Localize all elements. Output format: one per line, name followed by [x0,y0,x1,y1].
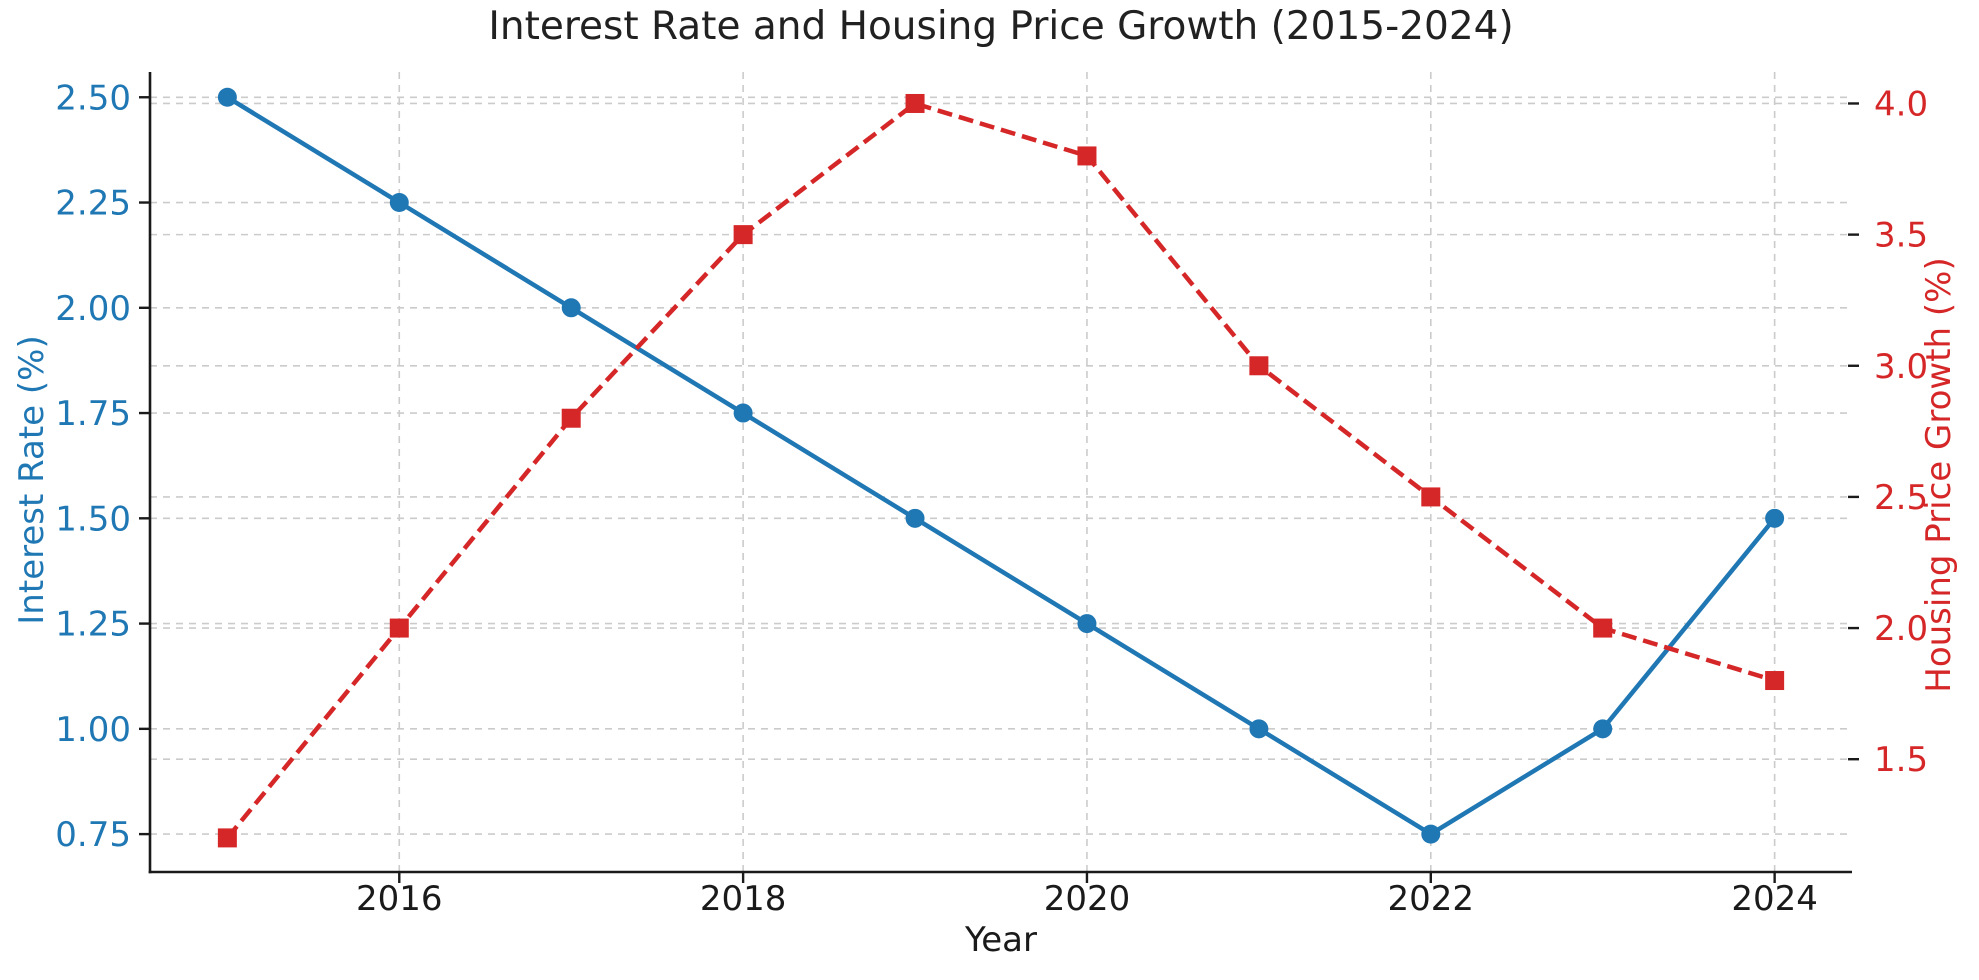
left-y-tick-label: 1.25 [55,605,131,645]
data-point-square-marker [733,225,753,245]
data-point-circle-marker [1077,614,1097,634]
right-y-tick-label: 4.0 [1874,84,1928,124]
data-point-square-marker [1249,356,1269,376]
data-point-circle-marker [733,403,753,423]
data-point-circle-marker [561,298,581,318]
x-tick-label: 2016 [356,879,443,919]
right-y-tick-label: 3.5 [1874,216,1928,256]
x-axis-label: Year [965,920,1037,960]
right-y-tick-label: 3.0 [1874,347,1928,387]
left-y-tick-label: 1.75 [55,394,131,434]
data-point-square-marker [905,93,925,113]
data-point-square-marker [1593,618,1613,638]
data-point-square-marker [1077,146,1097,166]
left-y-tick-label: 1.00 [55,710,131,750]
data-point-circle-marker [217,87,237,107]
right-y-tick-label: 2.0 [1874,609,1928,649]
data-point-square-marker [1421,487,1441,507]
x-tick-label: 2018 [700,879,787,919]
left-y-tick-label: 2.50 [55,78,131,118]
right-y-tick-label: 2.5 [1874,478,1928,518]
data-point-square-marker [389,618,409,638]
data-point-square-marker [561,408,581,428]
right-y-tick-label: 1.5 [1874,740,1928,780]
x-tick-label: 2022 [1388,879,1475,919]
chart-title: Interest Rate and Housing Price Growth (… [488,4,1514,49]
series-line-housing-price-growth [225,101,1776,840]
x-tick-label: 2020 [1044,879,1131,919]
data-point-circle-marker [1593,719,1613,739]
data-point-square-marker [1765,671,1785,691]
left-y-tick-label: 0.75 [55,815,131,855]
left-y-tick-label: 2.00 [55,289,131,329]
series-line-interest-rate [226,95,1777,837]
left-y-tick-label: 2.25 [55,184,131,224]
x-tick-label: 2024 [1731,879,1818,919]
data-point-circle-marker [1249,719,1269,739]
left-y-tick-label: 1.50 [55,499,131,539]
data-point-circle-marker [905,508,925,528]
data-point-circle-marker [1421,824,1441,844]
data-point-circle-marker [1765,508,1785,528]
data-point-square-marker [217,828,237,848]
data-point-circle-marker [389,193,409,213]
